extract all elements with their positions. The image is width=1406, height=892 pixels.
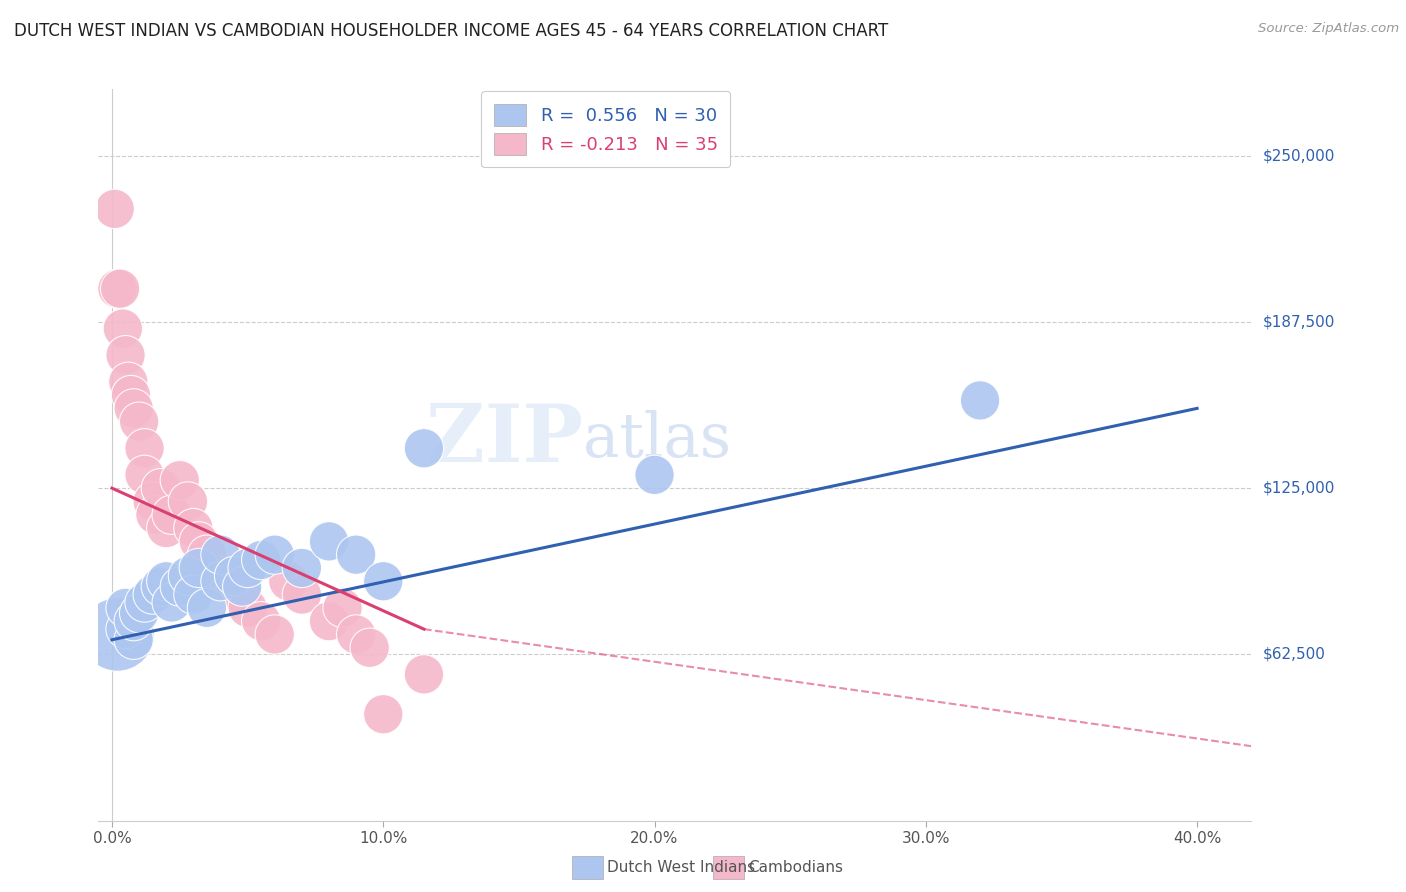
Point: [209, 569, 232, 583]
Point: [209, 548, 232, 562]
Point: [222, 569, 245, 583]
Text: ZIP: ZIP: [426, 401, 582, 479]
Point: [145, 508, 167, 522]
Point: [107, 627, 129, 641]
Point: [277, 574, 299, 589]
Point: [359, 640, 381, 655]
Text: DUTCH WEST INDIAN VS CAMBODIAN HOUSEHOLDER INCOME AGES 45 - 64 YEARS CORRELATION: DUTCH WEST INDIAN VS CAMBODIAN HOUSEHOLD…: [14, 22, 889, 40]
Point: [122, 614, 145, 628]
Text: $62,500: $62,500: [1263, 647, 1326, 662]
Point: [114, 600, 136, 615]
Text: atlas: atlas: [582, 410, 731, 470]
Point: [250, 553, 273, 567]
Point: [122, 632, 145, 647]
Text: $187,500: $187,500: [1263, 315, 1334, 329]
Text: Source: ZipAtlas.com: Source: ZipAtlas.com: [1258, 22, 1399, 36]
Point: [142, 494, 165, 508]
Point: [117, 375, 139, 389]
Point: [122, 401, 145, 416]
Point: [187, 534, 209, 549]
Point: [128, 415, 150, 429]
Point: [195, 548, 218, 562]
Point: [149, 481, 172, 495]
Point: [231, 588, 253, 602]
Point: [104, 202, 127, 216]
Point: [134, 442, 156, 456]
Point: [111, 321, 134, 335]
Point: [644, 467, 666, 482]
Point: [169, 580, 191, 594]
Point: [318, 614, 340, 628]
Point: [263, 627, 285, 641]
Point: [187, 561, 209, 575]
Point: [373, 574, 395, 589]
Point: [209, 574, 232, 589]
Point: [183, 521, 205, 535]
Point: [373, 707, 395, 722]
Point: [177, 494, 200, 508]
Point: [318, 534, 340, 549]
Point: [969, 393, 991, 408]
Point: [149, 580, 172, 594]
Text: $125,000: $125,000: [1263, 481, 1334, 496]
Point: [107, 282, 129, 296]
Point: [142, 588, 165, 602]
Point: [177, 569, 200, 583]
Point: [160, 508, 183, 522]
Point: [169, 473, 191, 487]
Point: [250, 614, 273, 628]
Point: [263, 548, 285, 562]
Text: Dutch West Indians: Dutch West Indians: [607, 861, 755, 875]
Point: [413, 442, 436, 456]
Point: [236, 561, 259, 575]
Point: [183, 588, 205, 602]
Point: [413, 667, 436, 681]
Text: $250,000: $250,000: [1263, 148, 1334, 163]
Point: [160, 595, 183, 609]
Point: [134, 595, 156, 609]
Text: Cambodians: Cambodians: [748, 861, 844, 875]
Point: [332, 600, 354, 615]
Legend: R =  0.556   N = 30, R = -0.213   N = 35: R = 0.556 N = 30, R = -0.213 N = 35: [481, 91, 730, 168]
Point: [114, 622, 136, 636]
Point: [236, 600, 259, 615]
Point: [195, 600, 218, 615]
Point: [344, 627, 367, 641]
Point: [291, 561, 314, 575]
Point: [231, 580, 253, 594]
Point: [128, 606, 150, 620]
Point: [344, 548, 367, 562]
Point: [120, 388, 142, 402]
Point: [155, 521, 177, 535]
Point: [114, 348, 136, 362]
Point: [108, 282, 131, 296]
Point: [222, 574, 245, 589]
Point: [134, 467, 156, 482]
Point: [291, 588, 314, 602]
Point: [155, 574, 177, 589]
